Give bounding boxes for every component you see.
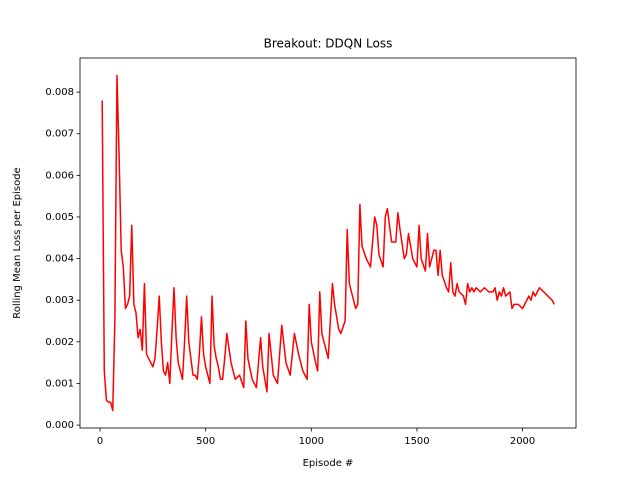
y-tick-label: 0.004 (45, 254, 74, 265)
y-tick-label: 0.002 (45, 337, 74, 348)
y-tick-label: 0.000 (45, 420, 74, 431)
y-tick-label: 0.001 (45, 378, 74, 389)
x-tick-label: 2000 (510, 436, 535, 447)
x-tick-label: 1500 (404, 436, 429, 447)
loss-line (101, 74, 555, 412)
y-tick-label: 0.003 (45, 295, 74, 306)
x-tick-label: 500 (196, 436, 215, 447)
y-tick-label: 0.006 (45, 170, 74, 181)
y-tick-label: 0.005 (45, 212, 74, 223)
x-tick-label: 1000 (299, 436, 324, 447)
plot-frame (79, 57, 577, 429)
x-tick-label: 0 (97, 436, 103, 447)
y-tick-label: 0.008 (45, 87, 74, 98)
x-axis-label: Episode # (303, 458, 354, 469)
y-tick-label: 0.007 (45, 129, 74, 140)
y-axis-label: Rolling Mean Loss per Episode (12, 167, 23, 318)
chart-title: Breakout: DDQN Loss (264, 37, 393, 51)
